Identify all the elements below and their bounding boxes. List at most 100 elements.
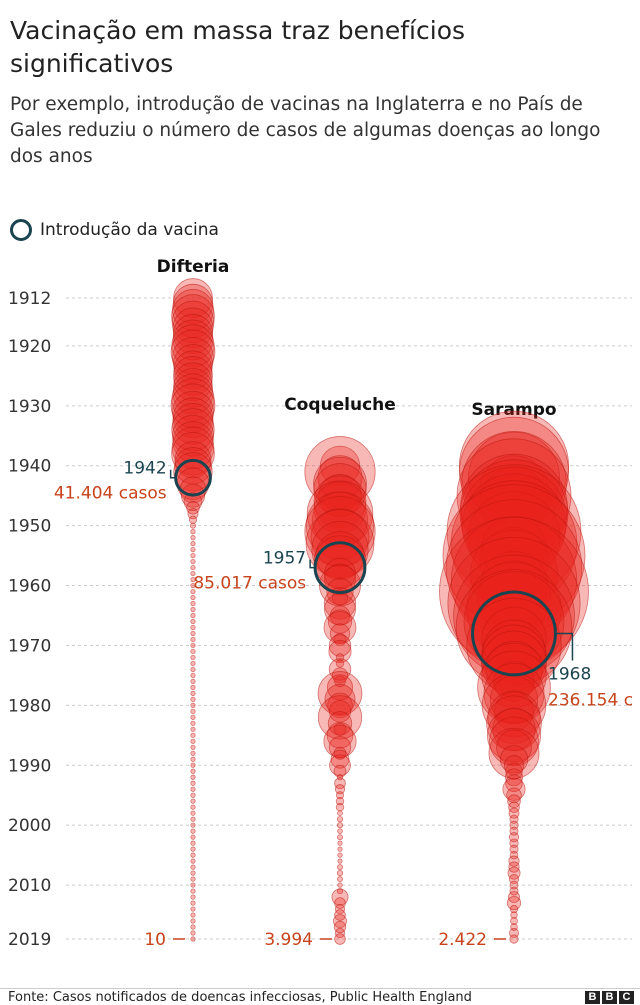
- vaccine-cases-label: 41.404 casos: [54, 484, 167, 504]
- case-bubble: [509, 934, 519, 944]
- case-bubble: [190, 708, 196, 714]
- y-tick-label: 1912: [8, 289, 51, 309]
- case-bubble: [333, 746, 347, 760]
- case-bubble: [324, 563, 356, 596]
- case-bubble: [337, 840, 343, 846]
- case-bubble: [336, 870, 344, 877]
- case-bubble: [190, 582, 196, 589]
- case-bubble: [190, 894, 196, 900]
- case-bubble: [509, 844, 519, 854]
- chart-title: Vacinação em massa traz benefícios signi…: [10, 16, 466, 78]
- case-bubble: [190, 642, 196, 649]
- case-bubble: [190, 918, 196, 924]
- case-bubble: [190, 756, 196, 762]
- case-bubble: [172, 307, 214, 349]
- case-bubble: [334, 933, 346, 945]
- case-bubble: [190, 786, 196, 792]
- case-bubble: [190, 588, 196, 595]
- case-bubble: [190, 900, 196, 906]
- case-bubble: [327, 692, 353, 719]
- case-bubble: [508, 855, 520, 867]
- case-bubble: [477, 560, 551, 635]
- y-tick-label: 2019: [8, 930, 51, 950]
- case-bubble: [190, 864, 196, 870]
- case-bubble: [190, 594, 196, 601]
- case-bubble: [190, 720, 196, 726]
- y-tick-label: 1960: [8, 577, 51, 597]
- case-bubble: [190, 564, 196, 571]
- case-bubble: [190, 696, 196, 702]
- case-bubble: [190, 768, 196, 774]
- case-bubble: [172, 397, 214, 439]
- case-bubble: [190, 732, 196, 738]
- case-bubble: [334, 777, 346, 790]
- final-value-label: 10: [144, 930, 166, 950]
- case-bubble: [509, 904, 519, 914]
- case-bubble: [313, 463, 367, 517]
- case-bubble: [190, 636, 196, 643]
- case-bubble: [190, 606, 196, 613]
- y-tick-label: 2000: [8, 816, 51, 836]
- case-bubble: [324, 683, 356, 715]
- case-bubble: [337, 882, 343, 888]
- case-bubble: [334, 897, 346, 909]
- final-value-label: 2.422: [438, 930, 487, 950]
- case-bubble: [190, 612, 196, 619]
- case-bubble: [190, 858, 196, 864]
- case-bubble: [173, 278, 213, 318]
- case-bubble: [334, 675, 346, 688]
- case-bubble: [190, 876, 196, 882]
- case-bubble: [328, 634, 352, 657]
- case-bubble: [190, 684, 196, 690]
- case-bubble: [188, 515, 198, 524]
- case-bubble: [336, 816, 344, 823]
- case-bubble: [482, 619, 546, 684]
- case-bubble: [190, 529, 196, 535]
- case-bubble: [508, 891, 520, 903]
- final-value-label: 3.994: [264, 930, 313, 950]
- case-bubble: [334, 909, 346, 921]
- case-bubble: [190, 852, 196, 858]
- annotation-leader: [169, 469, 176, 479]
- case-bubble: [190, 570, 196, 577]
- case-bubble: [337, 864, 343, 871]
- case-bubble: [190, 810, 196, 816]
- case-bubble: [459, 416, 569, 527]
- case-bubble: [506, 895, 522, 911]
- case-bubble: [334, 927, 346, 939]
- case-bubble: [335, 659, 345, 668]
- case-bubble: [493, 660, 535, 702]
- y-tick-label: 1920: [8, 337, 51, 357]
- case-bubble: [173, 344, 213, 384]
- case-bubble: [485, 640, 543, 698]
- annotation-leader: [555, 632, 574, 661]
- case-bubble: [323, 724, 357, 758]
- case-bubble: [315, 531, 365, 580]
- case-bubble: [190, 888, 196, 894]
- case-bubble: [190, 630, 196, 637]
- case-bubble: [510, 917, 518, 925]
- case-bubble: [318, 474, 362, 518]
- case-bubble: [304, 436, 376, 508]
- case-bubble: [460, 466, 568, 573]
- bbc-logo-letter: B: [585, 991, 600, 1004]
- case-bubble: [317, 455, 363, 501]
- case-bubble: [328, 639, 352, 663]
- case-bubble: [455, 569, 573, 686]
- case-bubble: [190, 654, 196, 661]
- annotation-leader: [309, 559, 316, 569]
- case-bubble: [331, 589, 349, 606]
- case-bubble: [445, 499, 583, 636]
- case-bubble: [190, 804, 196, 810]
- vaccine-cases-label: 85.017 casos: [193, 574, 306, 594]
- case-bubble: [466, 561, 562, 658]
- case-bubble: [334, 903, 346, 915]
- case-bubble: [190, 924, 196, 930]
- case-bubble: [487, 708, 541, 763]
- case-bubble: [190, 846, 196, 852]
- y-tick-label: 1970: [8, 636, 51, 656]
- case-bubble: [447, 536, 581, 671]
- legend: Introdução da vacina: [10, 217, 219, 243]
- case-bubble: [509, 850, 519, 860]
